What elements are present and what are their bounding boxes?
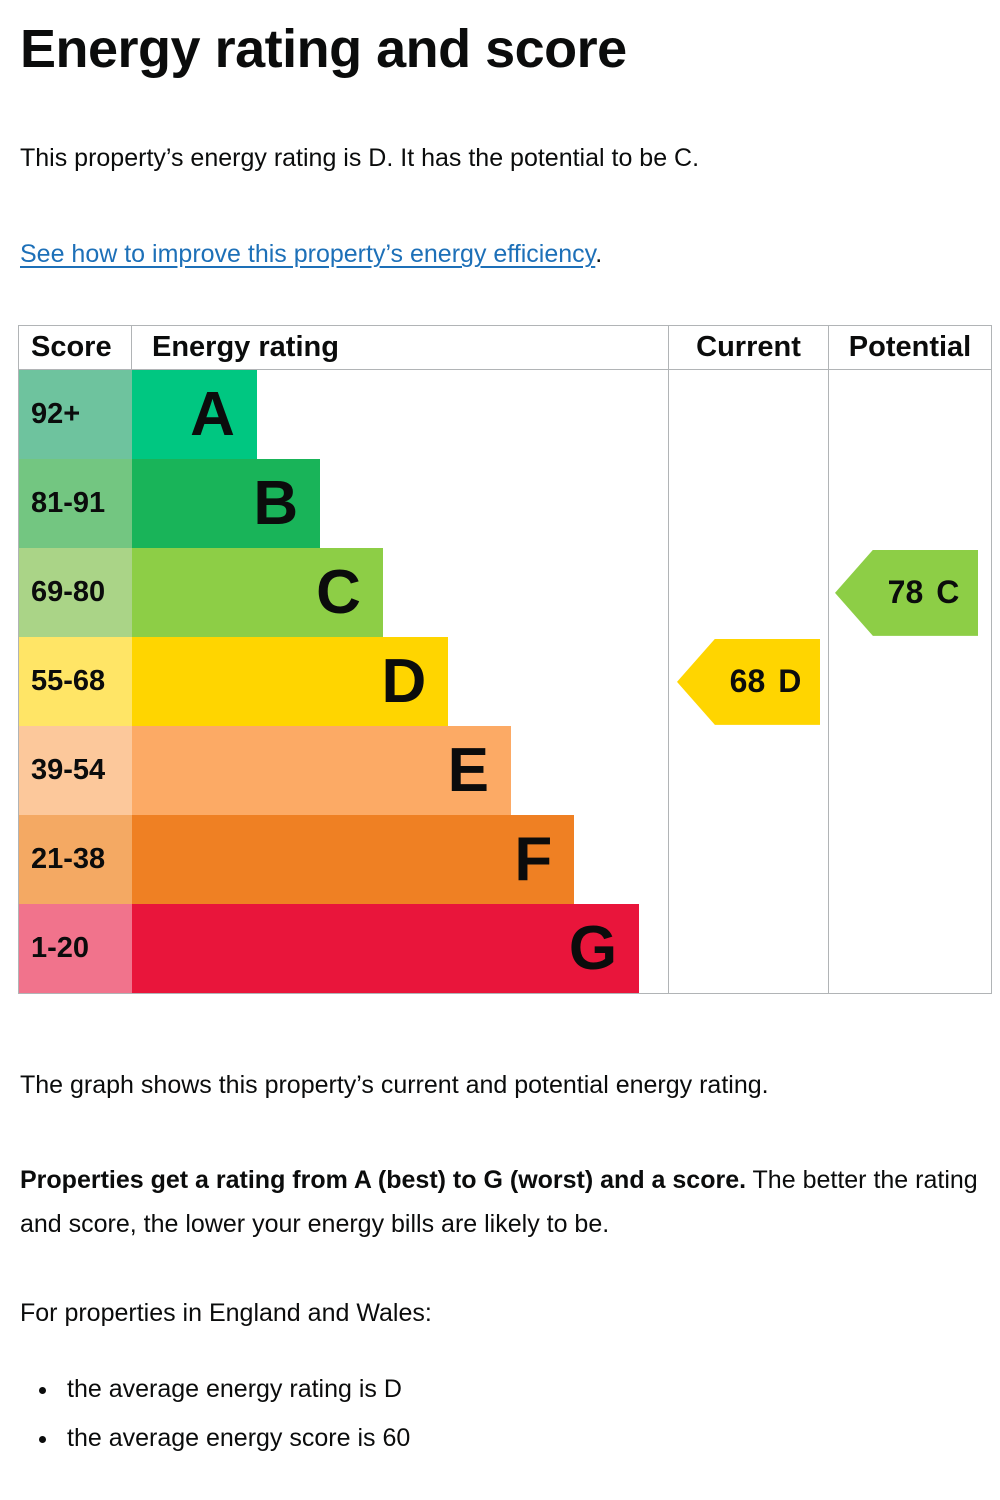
band-letter: E	[447, 735, 489, 805]
current-column-cell: 68 D	[668, 637, 828, 727]
potential-column-cell	[828, 637, 991, 727]
average-stats-list: the average energy rating is D the avera…	[18, 1372, 982, 1455]
band-row: 55-68 D 68 D	[19, 637, 991, 727]
current-rating-arrow: 68 D	[677, 638, 820, 725]
rating-bar-cell: B	[132, 459, 668, 549]
intro-text: This property’s energy rating is D. It h…	[20, 144, 700, 173]
current-column-cell	[668, 370, 828, 460]
band-bar: G	[132, 904, 640, 994]
score-range-cell: 21-38	[19, 815, 132, 905]
potential-column-cell	[828, 726, 991, 816]
current-column-cell	[668, 459, 828, 549]
current-rating-arrow-score: 68	[729, 663, 766, 700]
rating-bar-cell: F	[132, 815, 668, 905]
band-bar: C	[132, 548, 383, 638]
band-bar: B	[132, 459, 321, 549]
header-potential: Potential	[828, 326, 991, 370]
band-bar: F	[132, 815, 575, 905]
score-range-cell: 1-20	[19, 904, 132, 994]
band-letter: G	[568, 913, 618, 983]
list-item: the average energy score is 60	[60, 1421, 982, 1455]
link-suffix: .	[595, 240, 603, 269]
rating-bar-cell: D	[132, 637, 668, 727]
page-title: Energy rating and score	[20, 19, 627, 79]
potential-column-cell	[828, 459, 991, 549]
potential-column-cell	[828, 904, 991, 994]
band-rows: 92+ A 81-91 B 69-80 C	[19, 370, 991, 994]
score-range-cell: 39-54	[19, 726, 132, 816]
score-range-cell: 55-68	[19, 637, 132, 727]
band-letter: A	[190, 379, 235, 449]
current-rating-arrow-band: D	[778, 663, 802, 700]
header-energy-rating: Energy rating	[152, 331, 339, 364]
list-item: the average energy rating is D	[60, 1372, 982, 1406]
improve-efficiency-link[interactable]: See how to improve this property’s energ…	[20, 240, 596, 269]
rating-bar-cell: A	[132, 370, 668, 460]
band-letter: C	[316, 557, 361, 627]
score-range-cell: 81-91	[19, 459, 132, 549]
current-column-cell	[668, 726, 828, 816]
rating-explanation-rest: The better the rating and score, the low…	[20, 1166, 978, 1239]
band-row: 1-20 G	[19, 904, 991, 994]
current-column-cell	[668, 904, 828, 994]
band-bar: E	[132, 726, 511, 816]
band-row: 81-91 B	[19, 459, 991, 549]
band-row: 69-80 C 78 C	[19, 548, 991, 638]
potential-rating-arrow-score: 78	[887, 574, 924, 611]
current-column-cell	[668, 548, 828, 638]
rating-bar-cell: G	[132, 904, 668, 994]
potential-column-cell	[828, 370, 991, 460]
band-bar: A	[132, 370, 257, 460]
graph-caption: The graph shows this property’s current …	[20, 1071, 769, 1100]
potential-rating-arrow: 78 C	[835, 549, 978, 636]
band-row: 92+ A	[19, 370, 991, 460]
rating-bar-cell: C	[132, 548, 668, 638]
energy-rating-page: Energy rating and score This property’s …	[0, 0, 1000, 1455]
header-current: Current	[668, 326, 828, 370]
region-note: For properties in England and Wales:	[20, 1299, 432, 1328]
rating-explanation-bold: Properties get a rating from A (best) to…	[20, 1166, 747, 1195]
potential-column-cell: 78 C	[828, 548, 991, 638]
band-bar: D	[132, 637, 449, 727]
score-range-cell: 92+	[19, 370, 132, 460]
improve-link-line: See how to improve this property’s energ…	[20, 237, 982, 271]
potential-rating-arrow-band: C	[936, 574, 960, 611]
current-column-cell	[668, 815, 828, 905]
band-letter: F	[514, 824, 553, 894]
rating-bar-cell: E	[132, 726, 668, 816]
score-range-cell: 69-80	[19, 548, 132, 638]
band-letter: D	[381, 646, 427, 716]
rating-explanation: Properties get a rating from A (best) to…	[20, 1158, 982, 1246]
energy-rating-chart: Score Energy rating Current Potential 92…	[18, 325, 992, 995]
potential-column-cell	[828, 815, 991, 905]
chart-header-row: Score Energy rating Current Potential	[19, 326, 991, 371]
band-row: 21-38 F	[19, 815, 991, 905]
band-letter: B	[253, 468, 299, 538]
header-score: Score	[19, 326, 132, 370]
band-row: 39-54 E	[19, 726, 991, 816]
